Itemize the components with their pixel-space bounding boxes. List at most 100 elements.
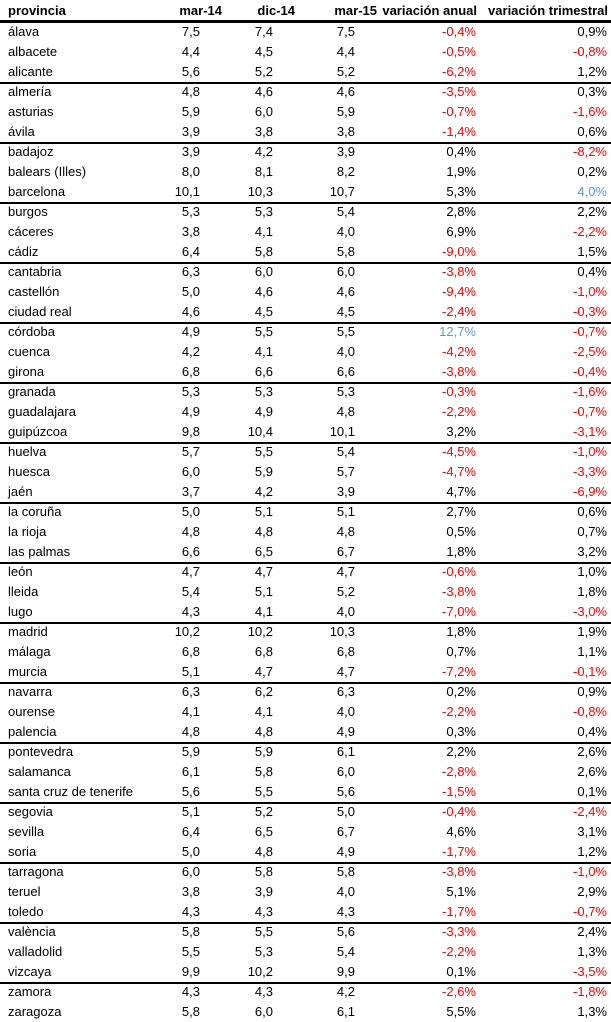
table-row: córdoba 4,9 5,5 5,5 12,7% -0,7% [0,322,611,342]
cell-mar-15: 10,3 [329,624,355,639]
cell-variacion-anual: -0,5% [442,44,476,59]
cell-mar-14: 5,8 [181,1004,200,1019]
cell-dic-14: 6,5 [254,824,273,839]
cell-mar-15: 6,7 [336,824,355,839]
cell-dic-14: 7,4 [254,24,273,39]
cell-variacion-anual: -0,6% [442,564,476,579]
cell-variacion-trimestral: -0,1% [573,664,607,679]
cell-mar-14: 3,8 [181,884,200,899]
cell-provincia: murcia [8,664,48,679]
cell-mar-15: 5,6 [336,924,355,939]
cell-mar-15: 6,0 [336,264,355,279]
cell-mar-15: 4,0 [336,604,355,619]
cell-variacion-anual: -0,3% [442,384,476,399]
cell-mar-14: 5,8 [181,924,200,939]
cell-mar-15: 10,1 [329,424,355,439]
cell-variacion-trimestral: 1,3% [577,1004,607,1019]
cell-dic-14: 3,8 [254,124,273,139]
cell-variacion-trimestral: -2,4% [573,804,607,819]
cell-variacion-anual: 0,5% [446,524,476,539]
cell-mar-14: 6,8 [181,644,200,659]
cell-dic-14: 4,1 [254,344,273,359]
cell-provincia: cáceres [8,224,54,239]
cell-variacion-anual: 0,3% [446,724,476,739]
cell-dic-14: 5,2 [254,804,273,819]
cell-mar-14: 6,4 [181,244,200,259]
cell-variacion-anual: 0,1% [446,964,476,979]
cell-dic-14: 6,2 [254,684,273,699]
cell-variacion-anual: -4,2% [442,344,476,359]
cell-provincia: navarra [8,684,53,699]
cell-variacion-anual: -2,2% [442,944,476,959]
cell-mar-15: 6,3 [336,684,355,699]
cell-mar-15: 6,1 [336,744,355,759]
cell-variacion-anual: -9,4% [442,284,476,299]
cell-variacion-trimestral: 1,2% [577,844,607,859]
cell-dic-14: 4,8 [254,844,273,859]
cell-provincia: sevilla [8,824,45,839]
cell-dic-14: 4,3 [254,904,273,919]
cell-provincia: vizcaya [8,964,52,979]
cell-variacion-anual: 2,7% [446,504,476,519]
cell-provincia: toledo [8,904,44,919]
cell-variacion-trimestral: 4,0% [577,184,607,199]
cell-dic-14: 5,5 [254,784,273,799]
table-row: almería 4,8 4,6 4,6 -3,5% 0,3% [0,82,611,102]
cell-variacion-anual: -2,4% [442,304,476,319]
cell-dic-14: 6,6 [254,364,273,379]
cell-provincia: santa cruz de tenerife [8,784,134,799]
cell-provincia: cantabria [8,264,62,279]
cell-variacion-anual: 2,2% [446,744,476,759]
cell-dic-14: 10,3 [247,184,273,199]
cell-mar-15: 4,4 [336,44,355,59]
table-row: sevilla 6,4 6,5 6,7 4,6% 3,1% [0,822,611,842]
cell-provincia: guipúzcoa [8,424,68,439]
cell-mar-14: 3,9 [181,124,200,139]
cell-variacion-trimestral: -6,9% [573,484,607,499]
table-row: huesca 6,0 5,9 5,7 -4,7% -3,3% [0,462,611,482]
cell-variacion-trimestral: 0,6% [577,124,607,139]
column-header-dic-14: dic-14 [257,3,295,18]
cell-variacion-trimestral: 1,2% [577,64,607,79]
cell-mar-15: 4,5 [336,304,355,319]
cell-mar-14: 6,8 [181,364,200,379]
cell-variacion-anual: -3,5% [442,84,476,99]
cell-variacion-anual: -3,3% [442,924,476,939]
cell-mar-15: 5,5 [336,324,355,339]
cell-mar-14: 6,6 [181,544,200,559]
cell-variacion-trimestral: -3,0% [573,604,607,619]
cell-variacion-anual: 4,7% [446,484,476,499]
cell-variacion-anual: -0,7% [442,104,476,119]
cell-provincia: madrid [8,624,48,639]
table-row: pontevedra 5,9 5,9 6,1 2,2% 2,6% [0,742,611,762]
cell-dic-14: 8,1 [254,164,273,179]
table-row: segovia 5,1 5,2 5,0 -0,4% -2,4% [0,802,611,822]
cell-variacion-trimestral: 1,5% [577,244,607,259]
cell-variacion-trimestral: -1,8% [573,984,607,999]
cell-provincia: teruel [8,884,41,899]
cell-mar-14: 6,0 [181,864,200,879]
cell-variacion-trimestral: -0,7% [573,324,607,339]
cell-provincia: palencia [8,724,57,739]
table-row: zamora 4,3 4,3 4,2 -2,6% -1,8% [0,982,611,1002]
cell-variacion-trimestral: 0,7% [577,524,607,539]
cell-provincia: ávila [8,124,35,139]
cell-variacion-anual: 5,5% [446,1004,476,1019]
cell-mar-15: 4,7 [336,564,355,579]
cell-mar-15: 5,0 [336,804,355,819]
cell-provincia: valència [8,924,56,939]
cell-mar-14: 4,1 [181,704,200,719]
cell-variacion-anual: -0,4% [442,804,476,819]
cell-mar-14: 4,7 [181,564,200,579]
cell-variacion-anual: 1,8% [446,624,476,639]
cell-mar-14: 6,3 [181,684,200,699]
cell-variacion-anual: -3,8% [442,264,476,279]
cell-provincia: barcelona [8,184,66,199]
cell-variacion-trimestral: -0,4% [573,364,607,379]
cell-mar-15: 4,3 [336,904,355,919]
cell-mar-14: 5,6 [181,64,200,79]
cell-mar-15: 8,2 [336,164,355,179]
cell-variacion-trimestral: 1,9% [577,624,607,639]
cell-variacion-trimestral: -1,6% [573,104,607,119]
cell-variacion-trimestral: 0,4% [577,724,607,739]
